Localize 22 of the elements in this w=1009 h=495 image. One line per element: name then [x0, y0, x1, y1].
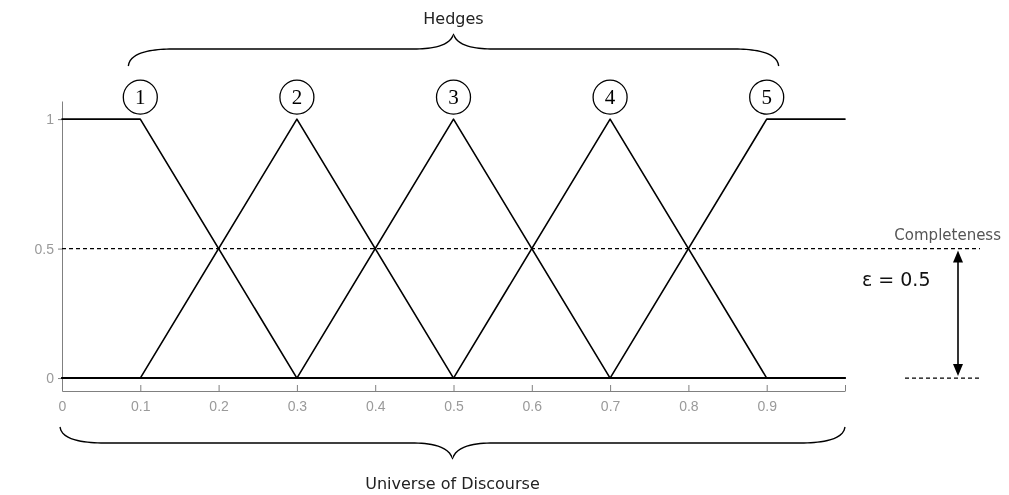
x-tick-label: 0	[58, 397, 67, 414]
series-label: 4	[604, 85, 616, 110]
x-tick-label: 0.4	[365, 397, 386, 414]
x-tick-label: 0.8	[679, 397, 699, 414]
x-axis-title: Universe of Discourse	[365, 474, 540, 493]
series-label: 3	[448, 85, 459, 110]
series-label: 1	[135, 85, 146, 110]
x-tick-label: 0.2	[209, 397, 230, 414]
x-tick-label: 0.5	[444, 397, 464, 414]
x-tick-label: 0.6	[522, 397, 543, 414]
ref-line-label: Completeness	[894, 225, 1002, 244]
x-tick-label: 0.7	[600, 397, 621, 414]
series-label: 5	[761, 85, 772, 110]
x-tick-label: 0.1	[131, 397, 151, 414]
x-tick-label: 0.9	[757, 397, 778, 414]
text: Hedges	[423, 9, 484, 28]
y-tick-label: 1	[46, 111, 55, 128]
y-tick-label: 0	[46, 370, 55, 387]
text: ε = 0.5	[862, 267, 931, 290]
series-label: 2	[291, 85, 303, 110]
y-tick-label: 0.5	[34, 240, 55, 257]
x-tick-label: 0.3	[287, 397, 308, 414]
